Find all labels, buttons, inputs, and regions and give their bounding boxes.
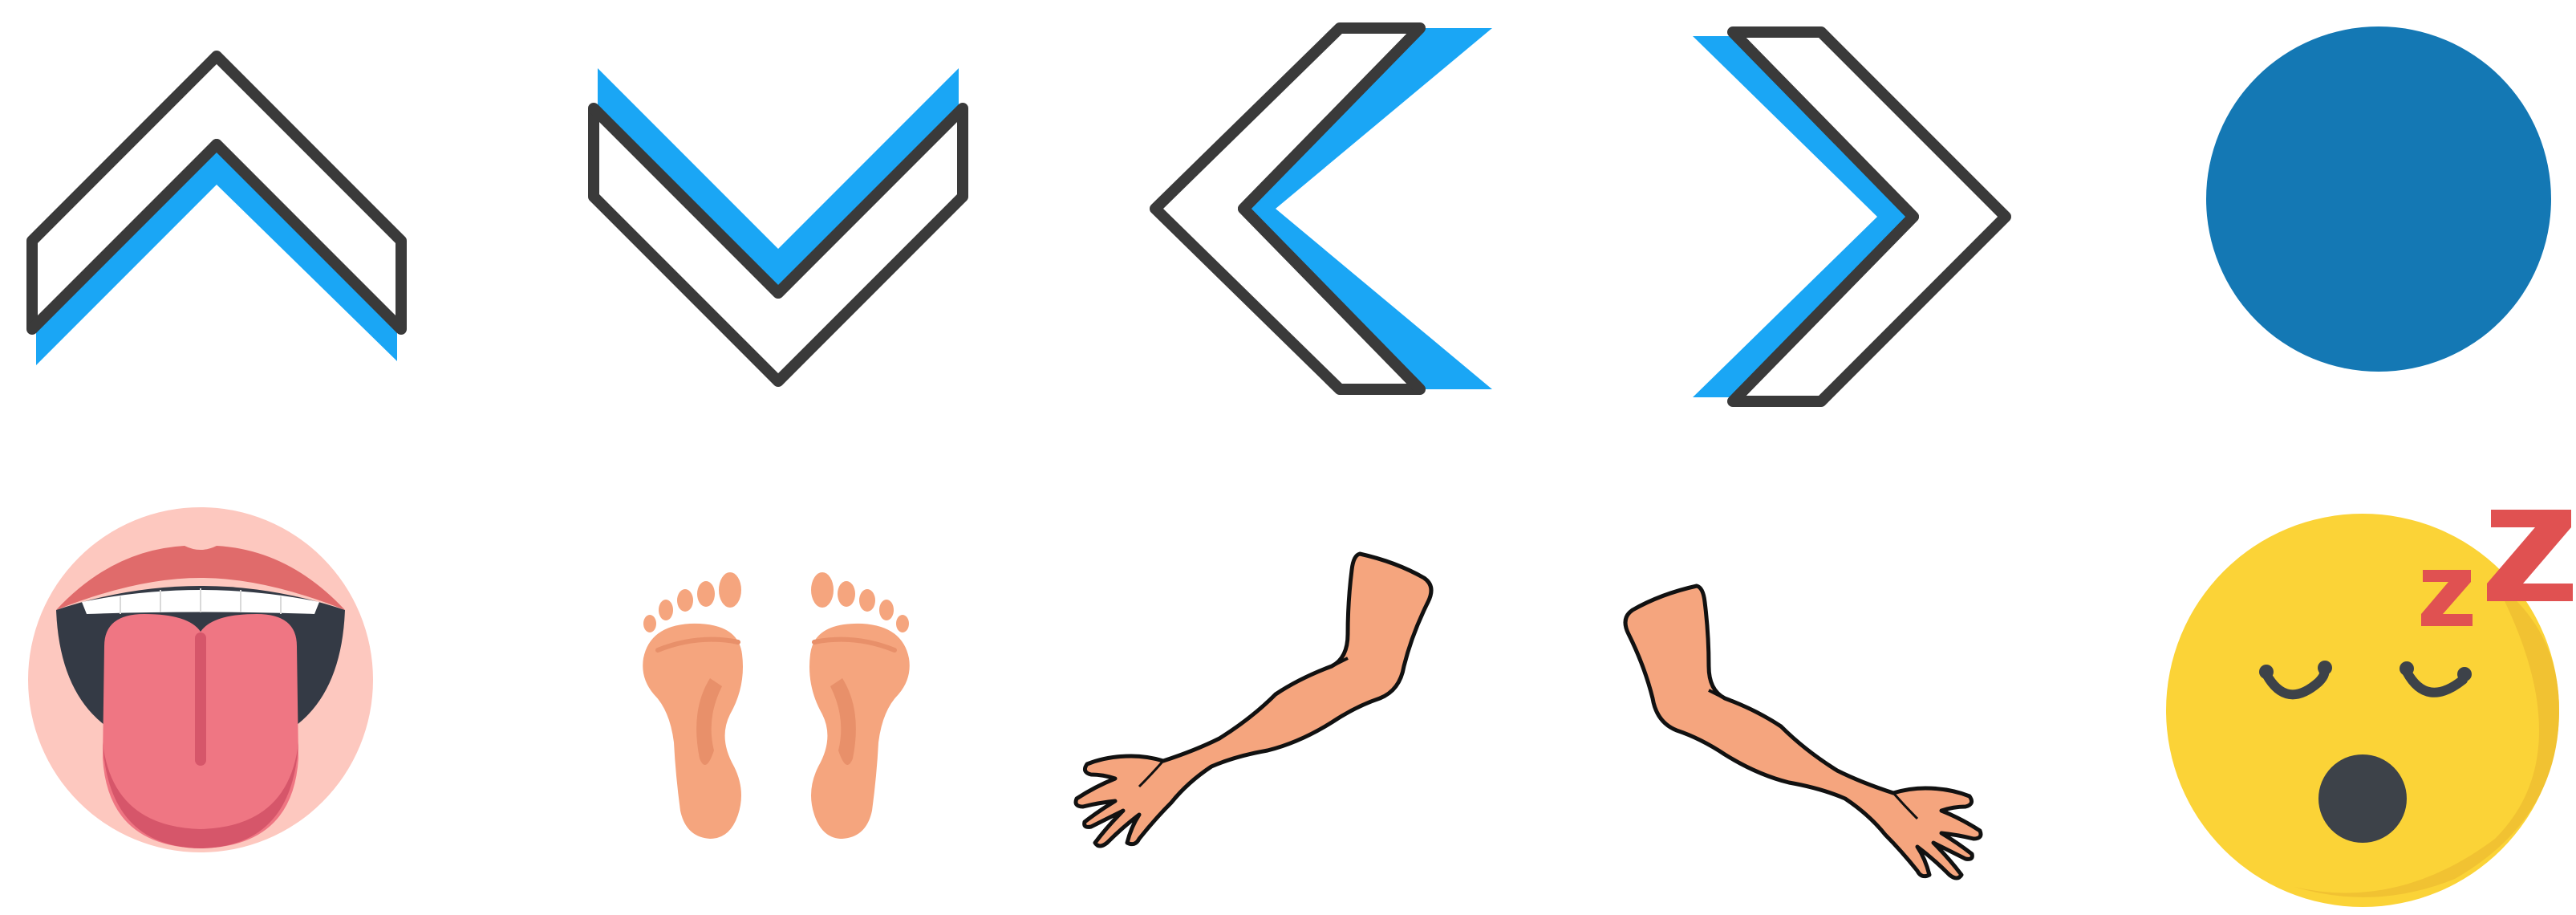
right-arm-icon	[1596, 570, 1998, 891]
chevron-left-icon	[1139, 16, 1492, 409]
chevron-right-icon	[1685, 16, 2030, 409]
left-arm-icon	[1059, 546, 1460, 867]
bare-feet-icon	[626, 572, 927, 847]
tongue-out-mouth-icon	[24, 502, 377, 863]
blue-circle-icon	[2202, 22, 2555, 376]
chevron-up-icon	[16, 32, 409, 401]
sleeping-face-icon	[2166, 502, 2575, 911]
chevron-down-icon	[578, 56, 979, 393]
